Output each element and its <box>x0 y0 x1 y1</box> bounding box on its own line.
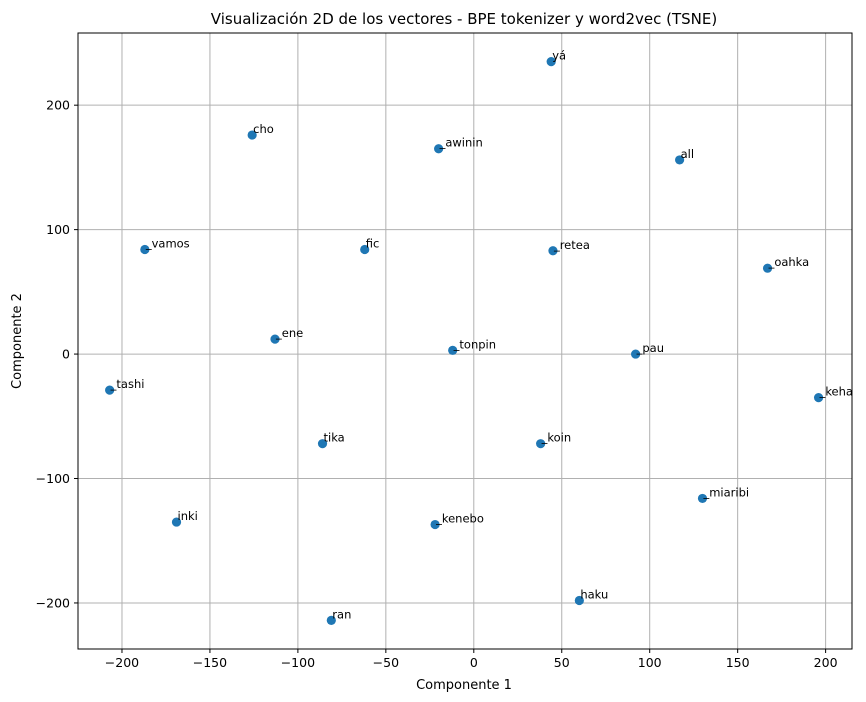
point-marker <box>105 385 115 395</box>
data-point: _retea <box>548 238 590 256</box>
point-label: _vamos <box>145 237 190 251</box>
data-point: _awinin <box>434 136 483 154</box>
x-tick-label: 200 <box>814 655 838 670</box>
point-marker <box>434 144 444 154</box>
x-tick-label: −200 <box>105 655 139 670</box>
point-marker <box>317 439 328 449</box>
point-marker <box>270 334 280 344</box>
point-label: _awinin <box>439 136 483 150</box>
grid <box>78 33 852 649</box>
x-axis-label: Componente 1 <box>416 678 512 693</box>
point-label: all <box>681 147 694 161</box>
x-tick-label: −150 <box>193 655 227 670</box>
point-label: cho <box>253 122 274 136</box>
point-marker <box>430 519 440 530</box>
point-label: _miaribi <box>702 485 749 499</box>
point-label: _retea <box>553 238 590 252</box>
point-label: _koin <box>541 431 572 445</box>
point-label: _kenebo <box>435 512 484 526</box>
data-point: _tashi <box>105 377 144 395</box>
data-point: inki <box>171 509 198 527</box>
point-label: _oahka <box>768 255 810 269</box>
y-tick-label: −100 <box>36 471 70 486</box>
point-label: _pau <box>636 341 664 355</box>
point-marker <box>536 439 546 449</box>
y-tick-label: 200 <box>46 98 70 113</box>
point-marker <box>360 244 370 255</box>
point-label: _tonpin <box>453 337 496 351</box>
point-marker <box>546 57 556 67</box>
point-marker <box>448 345 458 355</box>
data-point: haku <box>574 587 608 606</box>
x-tick-label: −50 <box>373 655 399 670</box>
data-point: _miaribi <box>697 485 749 504</box>
point-marker <box>574 595 584 606</box>
data-point: ran <box>326 607 351 625</box>
point-marker <box>247 130 257 140</box>
data-point: _ene <box>270 326 303 344</box>
data-point: _kenebo <box>430 512 484 530</box>
y-axis-label: Componente 2 <box>10 293 25 389</box>
point-label: fic <box>366 237 380 251</box>
x-tick-label: 100 <box>638 655 662 670</box>
point-label: _ene <box>275 326 303 340</box>
point-marker <box>326 615 336 625</box>
point-marker <box>762 263 773 273</box>
x-tick-label: 150 <box>726 655 750 670</box>
point-marker <box>697 493 708 504</box>
point-marker <box>171 517 182 527</box>
point-label: _keha <box>819 385 853 399</box>
data-point: _koin <box>536 431 571 449</box>
point-label: inki <box>178 509 198 523</box>
y-tick-label: 0 <box>62 347 70 362</box>
x-tick-label: −100 <box>281 655 315 670</box>
point-marker <box>140 244 150 255</box>
data-point: _vamos <box>140 237 190 255</box>
point-label: _tashi <box>110 377 145 391</box>
y-tick-label: −200 <box>36 595 70 610</box>
point-marker <box>813 393 824 403</box>
chart-title: Visualización 2D de los vectores - BPE t… <box>211 10 717 28</box>
x-tick-label: 0 <box>470 655 478 670</box>
point-marker <box>548 246 558 256</box>
ticks: −200 −150 −100 −50 0 50 100 150 200 −200 −100 0 100 2… <box>36 98 838 670</box>
point-label: ran <box>332 607 351 621</box>
data-point: cho <box>247 122 274 140</box>
data-point: _pau <box>631 341 664 359</box>
data-point: all <box>675 147 694 165</box>
data-point: tika <box>317 431 345 449</box>
data-point: _oahka <box>762 255 810 273</box>
point-marker <box>675 155 685 165</box>
point-label: haku <box>580 587 608 601</box>
point-label: yá <box>552 49 566 63</box>
x-tick-label: 50 <box>554 655 570 670</box>
y-tick-label: 100 <box>46 222 70 237</box>
data-point: yá <box>546 49 566 67</box>
data-point: _keha <box>813 385 853 403</box>
point-label: tika <box>324 431 345 445</box>
data-point: fic <box>360 237 379 255</box>
plot-frame <box>77 32 853 650</box>
point-marker <box>631 349 641 359</box>
data-point: _tonpin <box>448 337 496 355</box>
